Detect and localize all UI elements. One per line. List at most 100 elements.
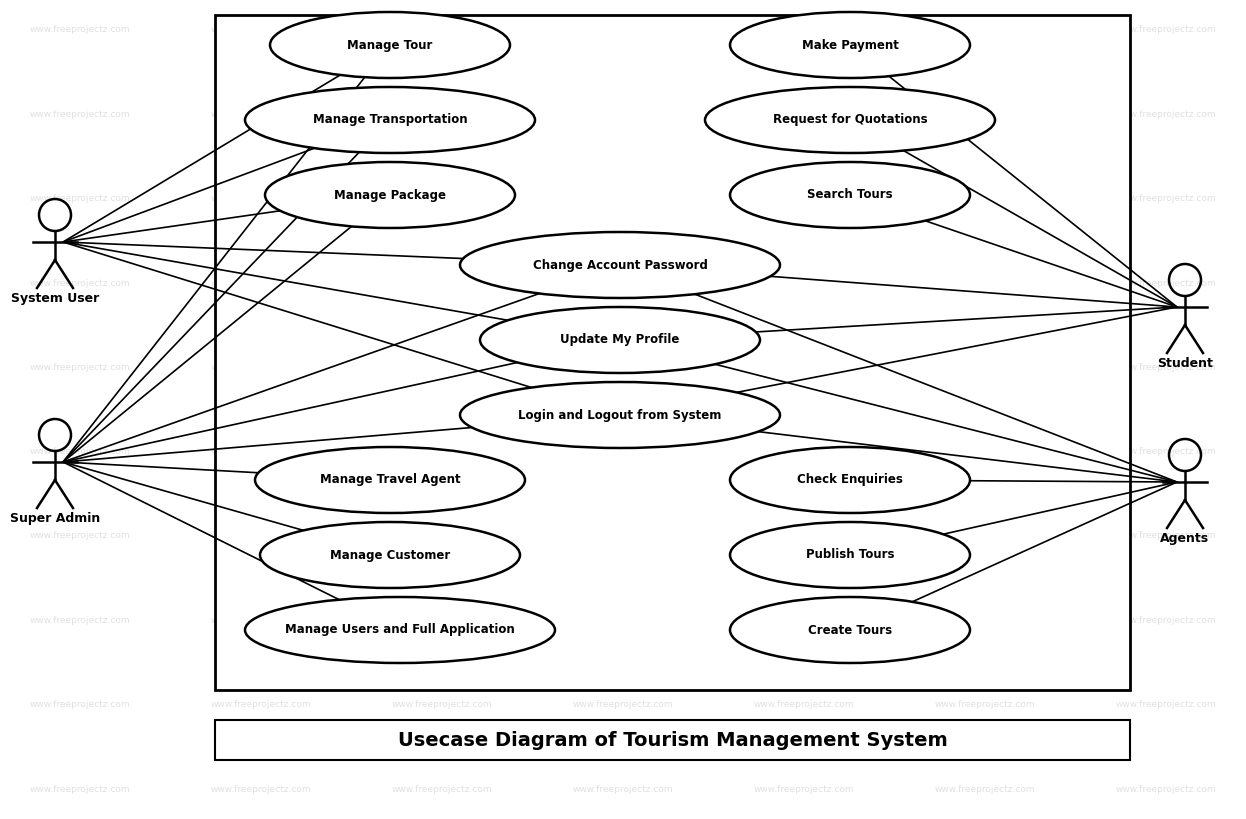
Ellipse shape xyxy=(265,162,515,228)
Text: www.freeprojectz.com: www.freeprojectz.com xyxy=(211,363,312,372)
Text: www.freeprojectz.com: www.freeprojectz.com xyxy=(573,616,673,625)
Text: www.freeprojectz.com: www.freeprojectz.com xyxy=(391,194,492,203)
Ellipse shape xyxy=(730,447,969,513)
Text: www.freeprojectz.com: www.freeprojectz.com xyxy=(391,363,492,372)
Text: www.freeprojectz.com: www.freeprojectz.com xyxy=(211,532,312,541)
Text: www.freeprojectz.com: www.freeprojectz.com xyxy=(934,278,1035,287)
Text: www.freeprojectz.com: www.freeprojectz.com xyxy=(30,447,131,456)
Text: www.freeprojectz.com: www.freeprojectz.com xyxy=(30,194,131,203)
Text: www.freeprojectz.com: www.freeprojectz.com xyxy=(1115,700,1216,709)
Ellipse shape xyxy=(255,447,525,513)
Text: www.freeprojectz.com: www.freeprojectz.com xyxy=(754,785,855,794)
Text: www.freeprojectz.com: www.freeprojectz.com xyxy=(754,616,855,625)
Text: www.freeprojectz.com: www.freeprojectz.com xyxy=(934,25,1035,34)
Text: Search Tours: Search Tours xyxy=(807,188,893,201)
Text: www.freeprojectz.com: www.freeprojectz.com xyxy=(754,278,855,287)
Ellipse shape xyxy=(460,382,780,448)
Text: Manage Customer: Manage Customer xyxy=(330,549,450,562)
Text: www.freeprojectz.com: www.freeprojectz.com xyxy=(391,785,492,794)
Text: www.freeprojectz.com: www.freeprojectz.com xyxy=(211,25,312,34)
Text: www.freeprojectz.com: www.freeprojectz.com xyxy=(30,278,131,287)
Text: Manage Transportation: Manage Transportation xyxy=(313,114,467,126)
Ellipse shape xyxy=(705,87,996,153)
Text: www.freeprojectz.com: www.freeprojectz.com xyxy=(30,110,131,119)
Ellipse shape xyxy=(460,232,780,298)
Text: www.freeprojectz.com: www.freeprojectz.com xyxy=(1115,785,1216,794)
Text: www.freeprojectz.com: www.freeprojectz.com xyxy=(1115,616,1216,625)
Ellipse shape xyxy=(270,12,510,78)
Text: Login and Logout from System: Login and Logout from System xyxy=(518,409,721,422)
Bar xyxy=(216,720,1130,760)
Text: Check Enquiries: Check Enquiries xyxy=(797,473,903,486)
Text: www.freeprojectz.com: www.freeprojectz.com xyxy=(934,447,1035,456)
Text: www.freeprojectz.com: www.freeprojectz.com xyxy=(1115,110,1216,119)
Text: Manage Package: Manage Package xyxy=(334,188,446,201)
Ellipse shape xyxy=(480,307,760,373)
Ellipse shape xyxy=(260,522,520,588)
Text: www.freeprojectz.com: www.freeprojectz.com xyxy=(934,785,1035,794)
Text: www.freeprojectz.com: www.freeprojectz.com xyxy=(391,110,492,119)
Text: www.freeprojectz.com: www.freeprojectz.com xyxy=(391,25,492,34)
Ellipse shape xyxy=(730,12,969,78)
Text: Request for Quotations: Request for Quotations xyxy=(773,114,927,126)
Text: www.freeprojectz.com: www.freeprojectz.com xyxy=(30,363,131,372)
Text: www.freeprojectz.com: www.freeprojectz.com xyxy=(573,532,673,541)
Text: www.freeprojectz.com: www.freeprojectz.com xyxy=(391,532,492,541)
Text: www.freeprojectz.com: www.freeprojectz.com xyxy=(391,700,492,709)
Text: www.freeprojectz.com: www.freeprojectz.com xyxy=(30,785,131,794)
Text: www.freeprojectz.com: www.freeprojectz.com xyxy=(573,447,673,456)
Text: www.freeprojectz.com: www.freeprojectz.com xyxy=(211,110,312,119)
Text: www.freeprojectz.com: www.freeprojectz.com xyxy=(754,110,855,119)
Bar xyxy=(216,15,1130,690)
Text: Student: Student xyxy=(1158,357,1212,370)
Ellipse shape xyxy=(730,597,969,663)
Text: www.freeprojectz.com: www.freeprojectz.com xyxy=(211,616,312,625)
Text: Publish Tours: Publish Tours xyxy=(806,549,895,562)
Text: www.freeprojectz.com: www.freeprojectz.com xyxy=(1115,363,1216,372)
Text: www.freeprojectz.com: www.freeprojectz.com xyxy=(211,447,312,456)
Text: www.freeprojectz.com: www.freeprojectz.com xyxy=(211,194,312,203)
Text: Usecase Diagram of Tourism Management System: Usecase Diagram of Tourism Management Sy… xyxy=(397,731,947,749)
Text: www.freeprojectz.com: www.freeprojectz.com xyxy=(934,363,1035,372)
Text: www.freeprojectz.com: www.freeprojectz.com xyxy=(391,616,492,625)
Text: www.freeprojectz.com: www.freeprojectz.com xyxy=(30,532,131,541)
Ellipse shape xyxy=(245,87,535,153)
Text: Manage Users and Full Application: Manage Users and Full Application xyxy=(285,623,515,636)
Text: www.freeprojectz.com: www.freeprojectz.com xyxy=(30,700,131,709)
Text: www.freeprojectz.com: www.freeprojectz.com xyxy=(391,278,492,287)
Text: www.freeprojectz.com: www.freeprojectz.com xyxy=(573,785,673,794)
Text: Change Account Password: Change Account Password xyxy=(532,259,708,272)
Text: www.freeprojectz.com: www.freeprojectz.com xyxy=(1115,532,1216,541)
Ellipse shape xyxy=(245,597,554,663)
Text: www.freeprojectz.com: www.freeprojectz.com xyxy=(211,278,312,287)
Text: www.freeprojectz.com: www.freeprojectz.com xyxy=(391,447,492,456)
Text: Super Admin: Super Admin xyxy=(10,512,100,525)
Text: www.freeprojectz.com: www.freeprojectz.com xyxy=(754,447,855,456)
Ellipse shape xyxy=(730,162,969,228)
Text: www.freeprojectz.com: www.freeprojectz.com xyxy=(754,25,855,34)
Text: www.freeprojectz.com: www.freeprojectz.com xyxy=(934,532,1035,541)
Text: www.freeprojectz.com: www.freeprojectz.com xyxy=(573,25,673,34)
Text: www.freeprojectz.com: www.freeprojectz.com xyxy=(754,194,855,203)
Text: Agents: Agents xyxy=(1160,532,1210,545)
Text: Manage Tour: Manage Tour xyxy=(348,38,432,52)
Text: www.freeprojectz.com: www.freeprojectz.com xyxy=(934,700,1035,709)
Ellipse shape xyxy=(730,522,969,588)
Text: www.freeprojectz.com: www.freeprojectz.com xyxy=(754,532,855,541)
Text: www.freeprojectz.com: www.freeprojectz.com xyxy=(211,785,312,794)
Text: www.freeprojectz.com: www.freeprojectz.com xyxy=(1115,25,1216,34)
Text: www.freeprojectz.com: www.freeprojectz.com xyxy=(211,700,312,709)
Text: www.freeprojectz.com: www.freeprojectz.com xyxy=(573,700,673,709)
Text: Update My Profile: Update My Profile xyxy=(561,333,679,346)
Text: www.freeprojectz.com: www.freeprojectz.com xyxy=(934,616,1035,625)
Text: www.freeprojectz.com: www.freeprojectz.com xyxy=(573,363,673,372)
Text: www.freeprojectz.com: www.freeprojectz.com xyxy=(754,700,855,709)
Text: www.freeprojectz.com: www.freeprojectz.com xyxy=(934,194,1035,203)
Text: www.freeprojectz.com: www.freeprojectz.com xyxy=(1115,194,1216,203)
Text: Create Tours: Create Tours xyxy=(807,623,892,636)
Text: www.freeprojectz.com: www.freeprojectz.com xyxy=(1115,278,1216,287)
Text: Make Payment: Make Payment xyxy=(801,38,898,52)
Text: www.freeprojectz.com: www.freeprojectz.com xyxy=(573,278,673,287)
Text: Manage Travel Agent: Manage Travel Agent xyxy=(320,473,460,486)
Text: www.freeprojectz.com: www.freeprojectz.com xyxy=(30,616,131,625)
